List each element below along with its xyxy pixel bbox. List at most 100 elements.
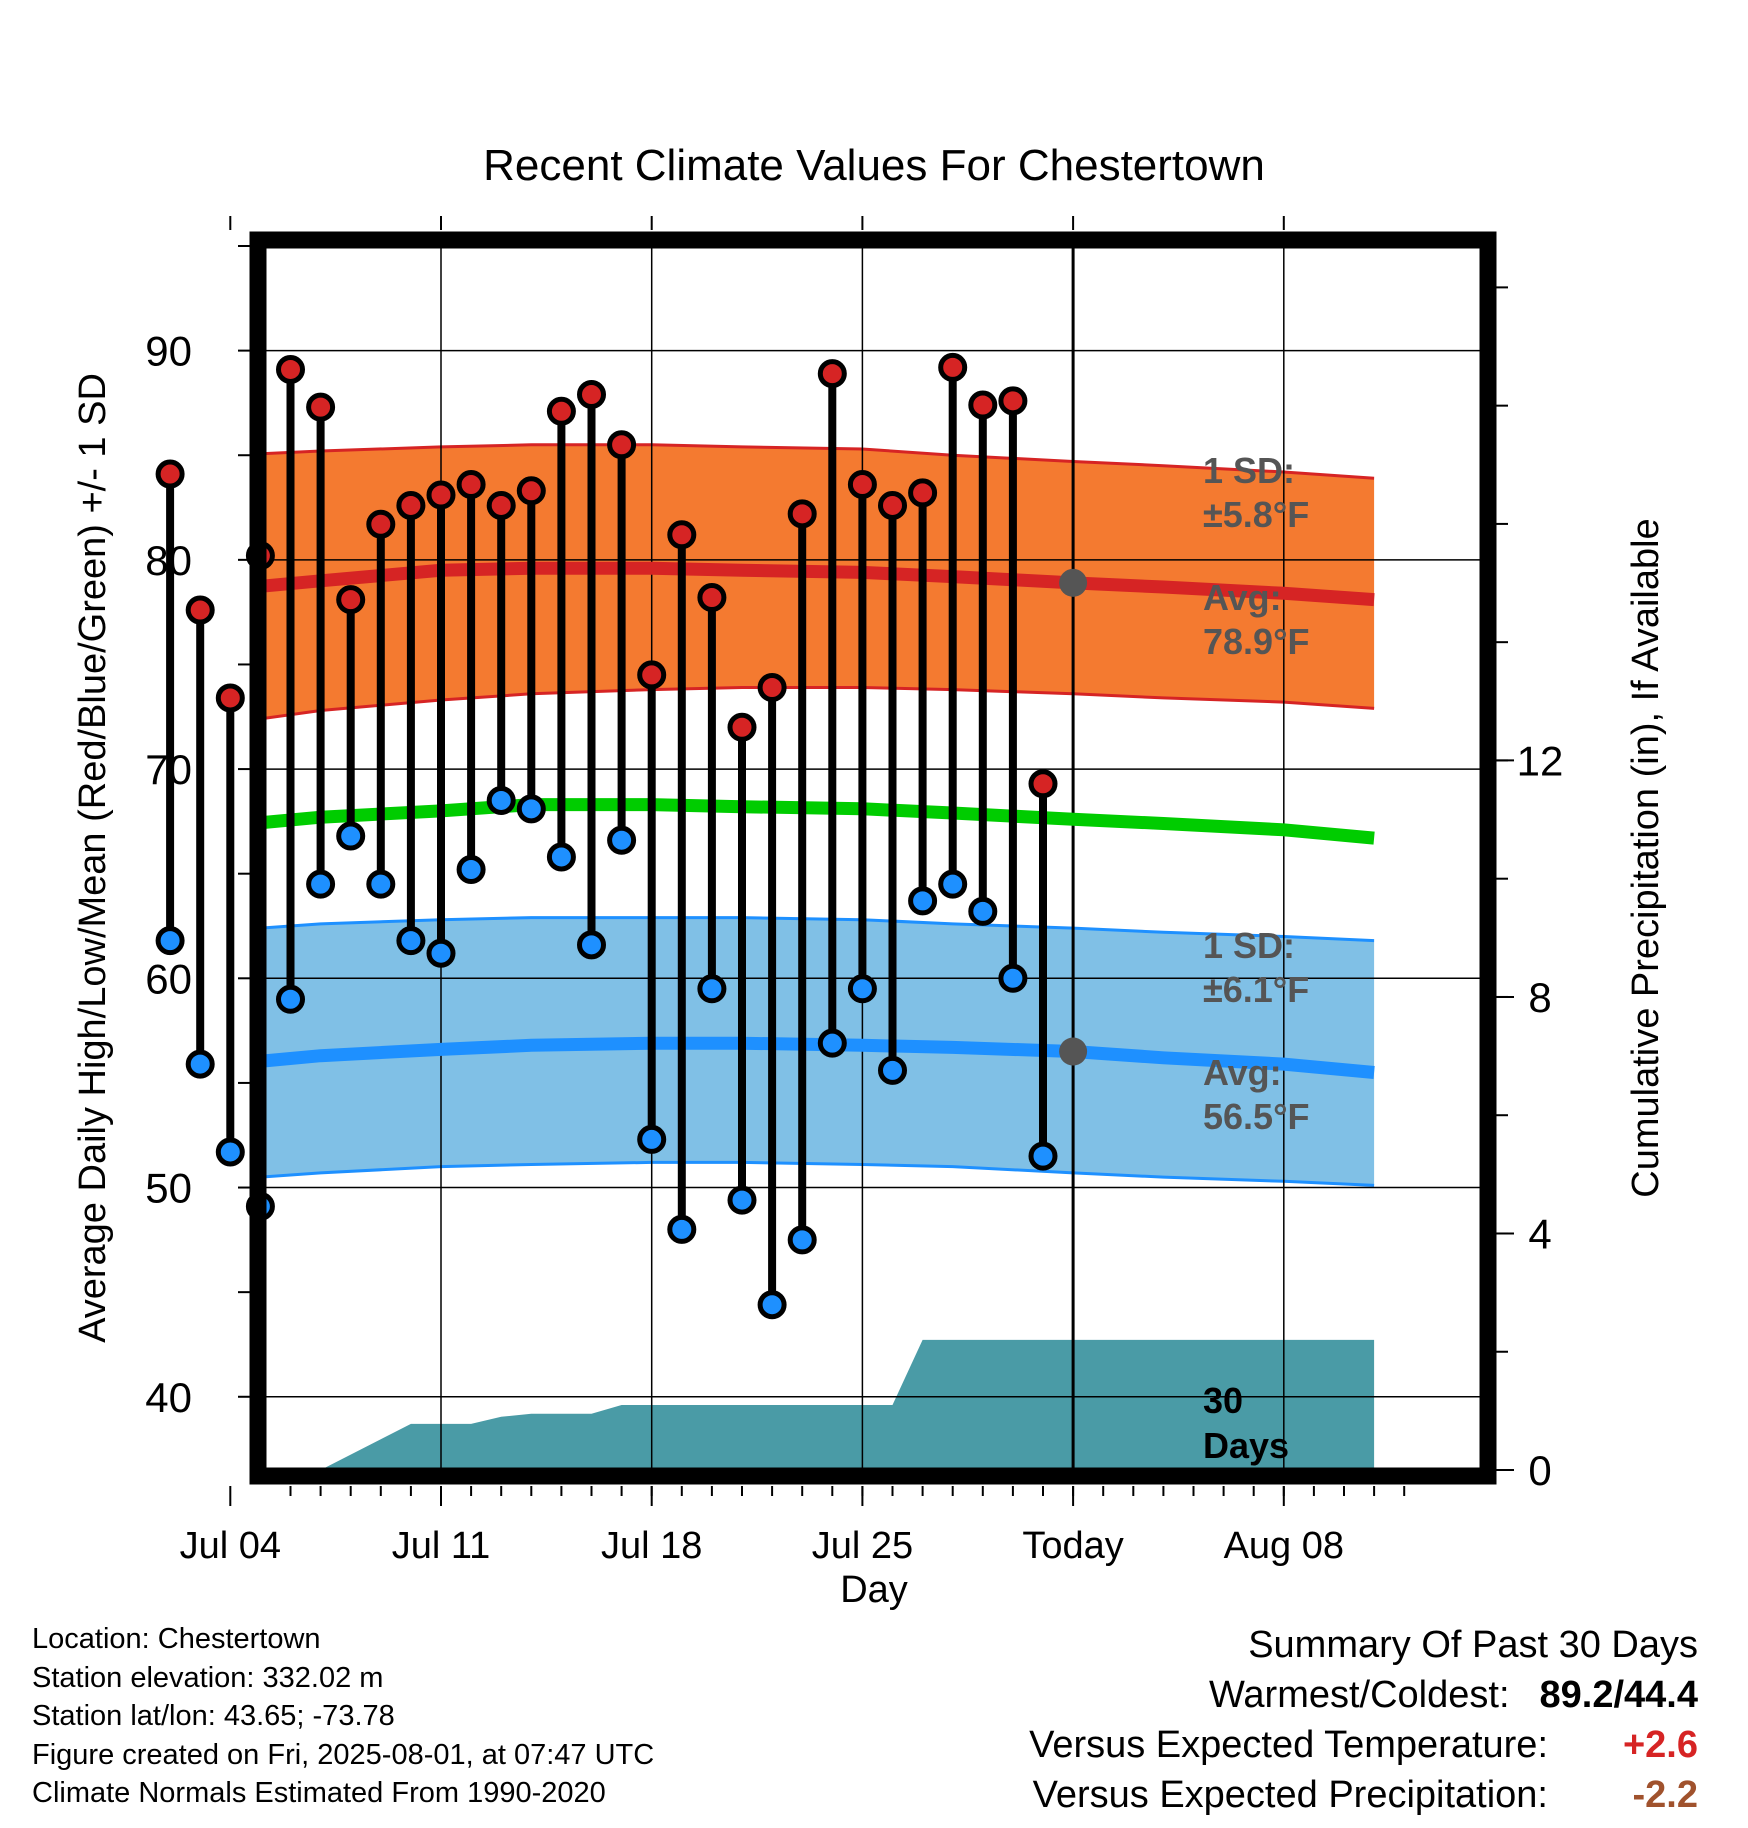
created-text: Figure created on Fri, 2025-08-01, at 07… <box>32 1738 655 1771</box>
x-tick-label: Jul 18 <box>601 1525 702 1567</box>
x-tick-label: Jul 11 <box>392 1525 491 1567</box>
high-dot <box>486 490 516 520</box>
day-bar <box>577 380 606 960</box>
temp-departure-value: +2.6 <box>1622 1724 1698 1766</box>
low-dot <box>757 1290 787 1320</box>
low-dot <box>908 886 938 916</box>
low-dot <box>396 926 426 956</box>
high-dot <box>426 480 456 510</box>
day-bar <box>637 660 667 1154</box>
high-dot <box>456 470 486 500</box>
high-dot <box>155 459 185 489</box>
high-dot <box>847 470 877 500</box>
location-text: Location: Chestertown <box>32 1623 321 1655</box>
precip-days-label: Days <box>1203 1425 1289 1466</box>
high-dot <box>908 478 938 508</box>
low-dot <box>516 794 546 824</box>
plot-area <box>264 246 1482 1470</box>
high-dot <box>336 585 366 615</box>
y-tick-label: 40 <box>145 1374 192 1421</box>
temp-departure-row: Versus Expected Temperature: +2.6 <box>1029 1720 1698 1770</box>
warmest-coldest-label: Warmest/Coldest: <box>1208 1674 1510 1716</box>
latlon-text: Station lat/lon: 43.65; -73.78 <box>32 1700 395 1732</box>
day-bar <box>667 520 697 1244</box>
low-dot <box>667 1214 697 1244</box>
low-dot <box>546 842 576 872</box>
low-dot <box>607 825 637 855</box>
precip-departure-label: Versus Expected Precipitation: <box>1032 1774 1548 1816</box>
low-dot <box>155 926 185 956</box>
warmest-coldest-row: Warmest/Coldest: 89.2/44.4 <box>1029 1670 1698 1720</box>
day-bar <box>215 683 245 1167</box>
y-tick-label: 50 <box>145 1165 192 1212</box>
today-high-normal-marker <box>1059 568 1088 597</box>
low-dot <box>306 869 336 899</box>
day-bar <box>968 390 998 926</box>
high-dot <box>817 359 847 389</box>
day-bar <box>366 509 396 899</box>
high-dot <box>1028 769 1058 799</box>
low-dot <box>577 930 606 960</box>
high-dot <box>878 490 907 520</box>
precip-days-number: 30 <box>1203 1380 1243 1421</box>
y-tick-label: 60 <box>145 955 192 1002</box>
day-bar <box>727 712 757 1215</box>
day-bar <box>1028 769 1058 1171</box>
low-dot <box>426 938 456 968</box>
high-dot <box>215 683 245 713</box>
elevation-text: Station elevation: 332.02 m <box>32 1661 384 1694</box>
normals-text: Climate Normals Estimated From 1990-2020 <box>32 1777 606 1809</box>
day-bar <box>486 490 516 815</box>
low-dot <box>215 1137 245 1167</box>
day-bar <box>938 352 968 899</box>
low-dot <box>456 855 486 885</box>
x-tick-label: Jul 25 <box>812 1525 913 1567</box>
low-dot <box>878 1055 907 1085</box>
low-sd-label: 1 SD: <box>1203 925 1295 966</box>
y-tick-label: 70 <box>145 746 192 793</box>
low-dot <box>637 1124 667 1154</box>
high-dot <box>757 672 787 702</box>
day-bar <box>817 359 847 1058</box>
climate-chart: Recent Climate Values For Chestertown 40… <box>72 141 1667 1611</box>
y2-tick-label: 12 <box>1517 737 1564 784</box>
high-sd-value: ±5.8°F <box>1203 494 1309 535</box>
day-bar <box>546 396 576 872</box>
high-avg-value: 78.9°F <box>1203 621 1309 662</box>
day-bar <box>306 392 336 899</box>
low-dot <box>787 1225 817 1255</box>
low-dot <box>185 1049 215 1079</box>
day-bar <box>396 490 426 956</box>
day-bar <box>878 490 907 1085</box>
y2-tick-label: 8 <box>1528 974 1551 1021</box>
summary-panel: Summary Of Past 30 Days Warmest/Coldest:… <box>1029 1620 1698 1820</box>
plot-frame <box>249 231 1497 1485</box>
day-bar <box>998 386 1028 993</box>
high-dot <box>366 509 396 539</box>
day-bar <box>185 595 215 1079</box>
low-dot <box>938 869 968 899</box>
y2-axis-label: Cumulative Precipitation (in), If Availa… <box>1625 518 1667 1197</box>
x-axis-label: Day <box>840 1569 908 1611</box>
high-dot <box>637 660 667 690</box>
high-dot <box>276 354 305 384</box>
high-dot <box>727 712 757 742</box>
y2-tick-label: 0 <box>1528 1447 1551 1494</box>
low-dot <box>276 984 305 1014</box>
high-dot <box>577 380 606 410</box>
high-dot <box>667 520 697 550</box>
y-tick-label: 90 <box>145 328 192 375</box>
chart-title: Recent Climate Values For Chestertown <box>483 141 1265 190</box>
low-sd-value: ±6.1°F <box>1203 969 1309 1010</box>
low-dot <box>817 1028 847 1058</box>
day-bar <box>276 354 305 1014</box>
y-axis-label: Average Daily High/Low/Mean (Red/Blue/Gr… <box>72 373 114 1343</box>
low-dot <box>336 821 366 851</box>
low-avg-label: Avg: <box>1203 1052 1282 1093</box>
low-dot <box>697 974 727 1004</box>
high-dot <box>787 499 817 529</box>
day-bar <box>908 478 938 916</box>
temp-departure-label: Versus Expected Temperature: <box>1029 1724 1548 1766</box>
high-dot <box>306 392 336 422</box>
low-dot <box>1028 1141 1058 1171</box>
